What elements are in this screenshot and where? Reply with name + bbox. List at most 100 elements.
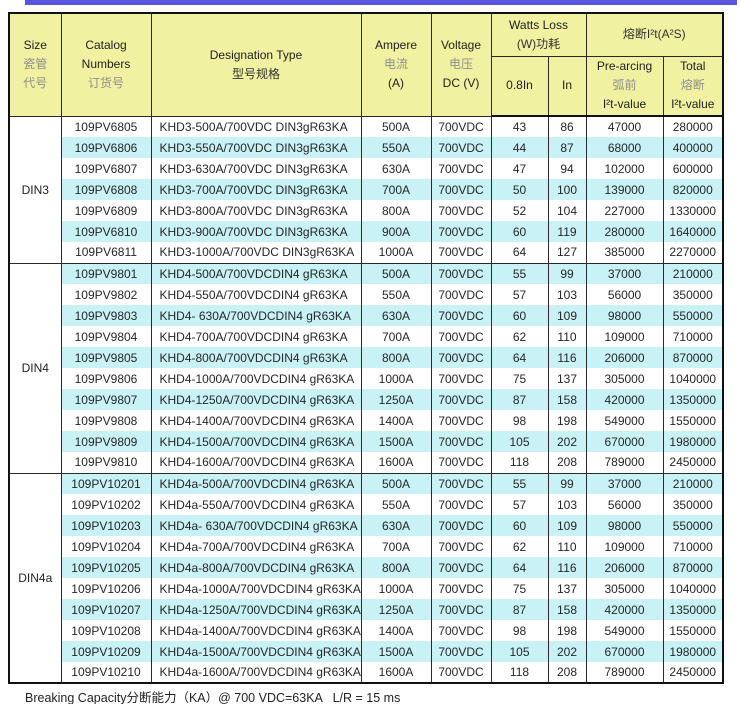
header-prearcing-cn: 弧前 [612,78,637,93]
catalog-number: 109PV10210 [60,662,152,683]
voltage-value: 700VDC [430,200,492,221]
watts-loss-in-value: 86 [547,116,587,137]
designation: KHD3-500A/700VDC DIN3gR63KA [150,116,362,137]
ampere-value: 800A [360,347,432,368]
designation: KHD4a-550A/700VDCDIN4 gR63KA [150,494,362,515]
voltage-value: 700VDC [430,284,492,305]
prearcing-i2t-value: 98000 [585,515,664,536]
catalog-number: 109PV6808 [60,179,152,200]
watts-loss-08in-value: 62 [490,326,549,347]
header-ampere-cn: 电流 [383,57,408,72]
designation: KHD4-1400A/700VDCDIN4 gR63KA [150,410,362,431]
header-designation-cn: 型号规格 [231,66,280,81]
prearcing-i2t-value: 280000 [585,221,664,242]
total-i2t-value: 600000 [662,158,724,179]
designation: KHD4a-800A/700VDCDIN4 gR63KA [150,557,362,578]
table-row: 109PV9809 KHD4-1500A/700VDCDIN4 gR63KA 150… [9,431,724,452]
total-i2t-value: 820000 [662,179,724,200]
designation: KHD3-1000A/700VDC DIN3gR63KA [150,242,362,263]
designation: KHD4-1000A/700VDCDIN4 gR63KA [150,368,362,389]
total-i2t-value: 400000 [662,137,724,158]
designation: KHD4-700A/700VDCDIN4 gR63KA [150,326,362,347]
prearcing-i2t-value: 37000 [585,263,664,284]
catalog-number: 109PV10208 [60,620,152,641]
catalog-number: 109PV9809 [60,431,152,452]
breaking-capacity-note: Breaking Capacity分断能力（KA）@ 700 VDC=63KA … [25,691,401,704]
prearcing-i2t-value: 305000 [585,368,664,389]
ampere-value: 630A [360,158,432,179]
header-total-en: Total [680,59,706,74]
catalog-number: 109PV10202 [60,494,152,515]
ampere-value: 500A [360,116,432,137]
ampere-value: 630A [360,515,432,536]
table-row: 109PV10204 KHD4a-700A/700VDCDIN4 gR63KA 70… [9,536,724,557]
fuse-spec-table: Size 瓷管 代号 Catalog Numbers 订货号 Designati… [8,12,725,684]
watts-loss-in-value: 110 [547,536,587,557]
watts-loss-in-value: 110 [547,326,587,347]
prearcing-i2t-value: 549000 [585,410,664,431]
watts-loss-08in-value: 105 [490,431,549,452]
ampere-value: 1250A [360,599,432,620]
watts-loss-08in-value: 98 [490,620,549,641]
total-i2t-value: 2270000 [662,242,724,263]
table-row: 109PV10209 KHD4a-1500A/700VDCDIN4 gR63KA 1… [9,641,724,662]
ampere-value: 1600A [360,452,432,473]
total-i2t-value: 350000 [662,494,724,515]
table-row: 109PV6807 KHD3-630A/700VDC DIN3gR63KA 630A… [9,158,724,179]
header-watts-08in: 0.8In [490,55,549,117]
ampere-value: 1400A [360,410,432,431]
total-i2t-value: 2450000 [662,452,724,473]
total-i2t-value: 550000 [662,305,724,326]
table-row: 109PV6806 KHD3-550A/700VDC DIN3gR63KA 550A… [9,137,724,158]
table-row: 109PV10210 KHD4a-1600A/700VDCDIN4 gR63KA 1… [9,662,724,683]
total-i2t-value: 210000 [662,473,724,494]
designation: KHD4a- 630A/700VDCDIN4 gR63KA [150,515,362,536]
voltage-value: 700VDC [430,347,492,368]
table-row: 109PV6811 KHD3-1000A/700VDC DIN3gR63KA 100… [9,242,724,263]
voltage-value: 700VDC [430,578,492,599]
catalog-number: 109PV6806 [60,137,152,158]
designation: KHD4-800A/700VDCDIN4 gR63KA [150,347,362,368]
voltage-value: 700VDC [430,536,492,557]
watts-loss-08in-value: 105 [490,641,549,662]
watts-loss-in-value: 127 [547,242,587,263]
header-designation-en: Designation Type [209,47,303,62]
designation: KHD4a-1500A/700VDCDIN4 gR63KA [150,641,362,662]
ampere-value: 1000A [360,368,432,389]
watts-loss-08in-value: 57 [490,284,549,305]
ampere-value: 550A [360,494,432,515]
prearcing-i2t-value: 206000 [585,347,664,368]
watts-loss-08in-value: 118 [490,452,549,473]
voltage-value: 700VDC [430,305,492,326]
prearcing-i2t-value: 305000 [585,578,664,599]
voltage-value: 700VDC [430,137,492,158]
watts-loss-08in-value: 43 [490,116,549,137]
voltage-value: 700VDC [430,158,492,179]
voltage-value: 700VDC [430,515,492,536]
watts-loss-08in-value: 98 [490,410,549,431]
table-row: 109PV10205 KHD4a-800A/700VDCDIN4 gR63KA 80… [9,557,724,578]
ampere-value: 550A [360,137,432,158]
voltage-value: 700VDC [430,662,492,683]
total-i2t-value: 710000 [662,536,724,557]
table-row: 109PV10203 KHD4a- 630A/700VDCDIN4 gR63KA 6… [9,515,724,536]
watts-loss-in-value: 119 [547,221,587,242]
header-i2t: 熔断I²t(A²S) [585,12,724,57]
header-total: Total 熔断 I²t-value [662,55,724,117]
watts-loss-in-value: 109 [547,515,587,536]
watts-loss-in-value: 137 [547,578,587,599]
watts-loss-08in-value: 44 [490,137,549,158]
watts-loss-in-value: 202 [547,641,587,662]
header-designation-type: Designation Type 型号规格 [150,12,362,117]
watts-loss-in-value: 103 [547,284,587,305]
table-row: 109PV9802 KHD4-550A/700VDCDIN4 gR63KA 550A… [9,284,724,305]
voltage-value: 700VDC [430,473,492,494]
voltage-value: 700VDC [430,620,492,641]
prearcing-i2t-value: 56000 [585,284,664,305]
watts-loss-08in-value: 87 [490,389,549,410]
watts-loss-08in-value: 52 [490,200,549,221]
watts-loss-in-value: 100 [547,179,587,200]
ampere-value: 1400A [360,620,432,641]
catalog-number: 109PV10207 [60,599,152,620]
prearcing-i2t-value: 420000 [585,599,664,620]
